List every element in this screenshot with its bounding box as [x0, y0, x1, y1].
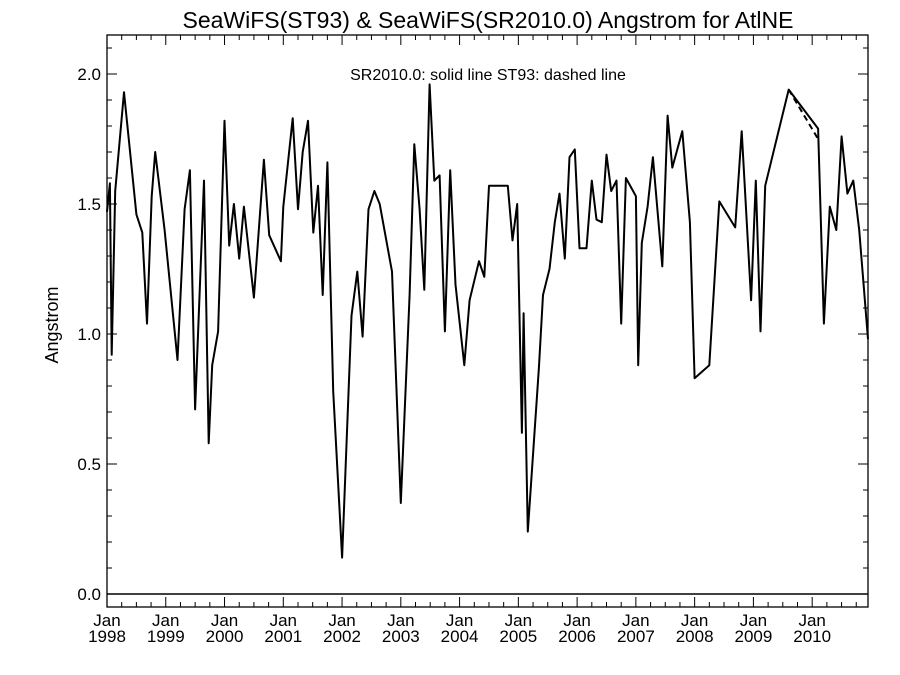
x-tick-year-label: 1998	[88, 627, 126, 646]
y-tick-label: 0.5	[77, 455, 101, 474]
x-tick-month-label: Jan	[93, 611, 120, 630]
y-axis-label: Angstrom	[42, 286, 62, 363]
y-tick-label: 2.0	[77, 65, 101, 84]
x-tick-year-label: 2009	[734, 627, 772, 646]
x-tick-month-label: Jan	[446, 611, 473, 630]
x-tick-month-label: Jan	[622, 611, 649, 630]
axis-ticks	[106, 35, 868, 607]
x-tick-month-label: Jan	[211, 611, 238, 630]
x-tick-year-label: 2004	[441, 627, 479, 646]
x-tick-month-label: Jan	[328, 611, 355, 630]
axis-tick-labels: 0.00.51.01.52.0Jan1998Jan1999Jan2000Jan2…	[77, 65, 831, 646]
x-tick-month-label: Jan	[681, 611, 708, 630]
x-tick-year-label: 2005	[499, 627, 537, 646]
x-tick-month-label: Jan	[387, 611, 414, 630]
x-tick-year-label: 2008	[676, 627, 714, 646]
x-tick-year-label: 2007	[617, 627, 655, 646]
plot-frame	[106, 34, 869, 608]
x-tick-month-label: Jan	[563, 611, 590, 630]
x-tick-month-label: Jan	[505, 611, 532, 630]
x-tick-month-label: Jan	[152, 611, 179, 630]
data-series	[106, 83, 869, 559]
x-tick-year-label: 2000	[206, 627, 244, 646]
x-tick-month-label: Jan	[740, 611, 767, 630]
x-tick-year-label: 2002	[323, 627, 361, 646]
x-tick-month-label: Jan	[798, 611, 825, 630]
y-tick-label: 1.5	[77, 195, 101, 214]
x-tick-year-label: 2001	[264, 627, 302, 646]
y-tick-label: 0.0	[77, 585, 101, 604]
y-tick-label: 1.0	[77, 325, 101, 344]
series-line-sr2010-0	[106, 83, 869, 559]
line-style-annotation: SR2010.0: solid line ST93: dashed line	[350, 67, 626, 84]
x-tick-year-label: 2003	[382, 627, 420, 646]
x-tick-year-label: 2010	[793, 627, 831, 646]
x-tick-year-label: 2006	[558, 627, 596, 646]
x-tick-month-label: Jan	[270, 611, 297, 630]
x-tick-year-label: 1999	[147, 627, 185, 646]
chart-title: SeaWiFS(ST93) & SeaWiFS(SR2010.0) Angstr…	[183, 7, 794, 33]
